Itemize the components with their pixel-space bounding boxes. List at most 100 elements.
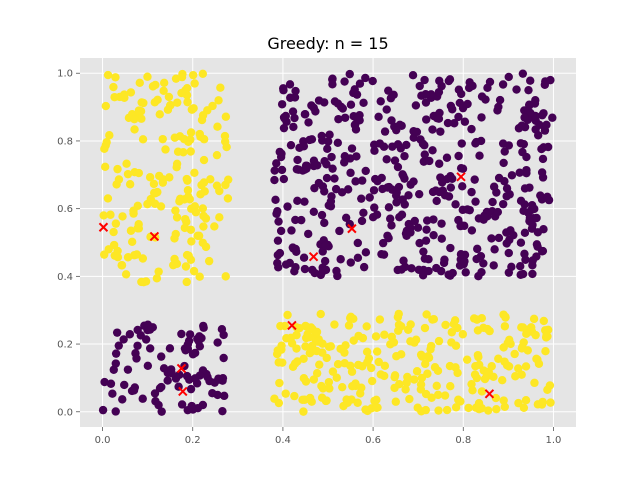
- scatter-point: [499, 396, 508, 405]
- scatter-point: [534, 359, 544, 368]
- scatter-point: [279, 174, 289, 184]
- scatter-point: [520, 184, 530, 193]
- scatter-point: [548, 113, 557, 122]
- scatter-point: [480, 213, 489, 222]
- scatter-point: [504, 141, 514, 150]
- scatter-point: [173, 98, 182, 107]
- scatter-point: [126, 88, 136, 97]
- scatter-point: [182, 277, 191, 287]
- scatter-point: [129, 386, 139, 395]
- scatter-point: [436, 266, 446, 276]
- scatter-point: [421, 98, 431, 107]
- scatter-point: [322, 173, 332, 183]
- scatter-point: [492, 404, 501, 414]
- scatter-point: [350, 85, 359, 94]
- scatter-point: [467, 124, 476, 134]
- scatter-point: [214, 96, 223, 105]
- scatter-point: [143, 199, 152, 209]
- scatter-point: [457, 221, 466, 230]
- scatter-point: [314, 178, 324, 188]
- scatter-point: [417, 352, 427, 361]
- scatter-point: [440, 391, 450, 400]
- scatter-point: [519, 206, 528, 216]
- scatter-point: [504, 72, 513, 82]
- scatter-point: [180, 135, 189, 144]
- scatter-point: [299, 253, 309, 262]
- scatter-point: [118, 395, 127, 404]
- scatter-point: [489, 182, 499, 191]
- scatter-point: [198, 69, 208, 78]
- scatter-point: [514, 364, 523, 373]
- scatter-point: [538, 111, 547, 120]
- scatter-point: [295, 143, 304, 152]
- scatter-point: [519, 403, 529, 413]
- scatter-point: [345, 219, 354, 229]
- scatter-point: [420, 323, 430, 333]
- scatter-point: [340, 348, 349, 357]
- scatter-point: [384, 182, 394, 192]
- scatter-point: [487, 362, 496, 371]
- scatter-point: [460, 117, 470, 126]
- scatter-point: [390, 372, 399, 382]
- scatter-point: [376, 97, 385, 106]
- scatter-point: [111, 407, 120, 416]
- scatter-point: [303, 229, 313, 239]
- scatter-point: [420, 150, 429, 159]
- scatter-point: [346, 258, 355, 267]
- scatter-point: [311, 107, 320, 116]
- scatter-point: [338, 104, 347, 113]
- scatter-point: [177, 400, 187, 409]
- scatter-point: [300, 197, 309, 206]
- scatter-point: [530, 204, 539, 214]
- scatter-point: [333, 138, 343, 147]
- x-tick-label: 0.8: [455, 435, 471, 446]
- scatter-point: [177, 72, 187, 82]
- scatter-point: [222, 142, 231, 152]
- scatter-point: [434, 87, 444, 97]
- scatter-point: [99, 211, 108, 220]
- scatter-point: [204, 256, 214, 266]
- scatter-point: [456, 397, 465, 406]
- center-marker: [456, 172, 466, 182]
- scatter-point: [524, 85, 533, 95]
- scatter-point: [512, 85, 521, 94]
- scatter-point: [199, 222, 208, 231]
- scatter-point: [434, 336, 444, 346]
- scatter-point: [500, 147, 509, 156]
- scatter-point: [281, 389, 290, 398]
- scatter-point: [378, 238, 388, 248]
- scatter-point: [542, 120, 551, 130]
- scatter-point: [491, 393, 501, 403]
- scatter-point: [540, 80, 550, 89]
- scatter-point: [472, 254, 481, 264]
- scatter-point: [199, 321, 208, 331]
- scatter-point: [401, 385, 410, 394]
- scatter-point: [198, 204, 208, 213]
- scatter-point: [473, 244, 482, 254]
- scatter-point: [384, 86, 393, 95]
- scatter-point: [290, 267, 299, 276]
- scatter-point: [133, 341, 142, 350]
- scatter-point: [220, 391, 229, 401]
- scatter-point: [379, 142, 389, 151]
- scatter-point: [372, 347, 382, 356]
- scatter-point: [110, 92, 119, 102]
- scatter-point: [336, 255, 345, 264]
- scatter-point: [498, 80, 508, 89]
- scatter-point: [471, 139, 480, 148]
- scatter-point: [340, 152, 350, 161]
- scatter-point: [475, 360, 484, 370]
- scatter-point: [196, 132, 205, 141]
- scatter-point: [434, 406, 443, 415]
- scatter-point: [145, 344, 155, 353]
- scatter-point: [185, 330, 195, 339]
- scatter-point: [299, 354, 308, 364]
- scatter-point: [172, 213, 182, 222]
- scatter-point: [371, 332, 381, 341]
- scatter-point: [188, 70, 198, 80]
- scatter-point: [333, 359, 343, 369]
- scatter-point: [516, 270, 525, 280]
- center-marker: [98, 222, 109, 232]
- scatter-point: [349, 314, 358, 324]
- scatter-point: [213, 338, 222, 347]
